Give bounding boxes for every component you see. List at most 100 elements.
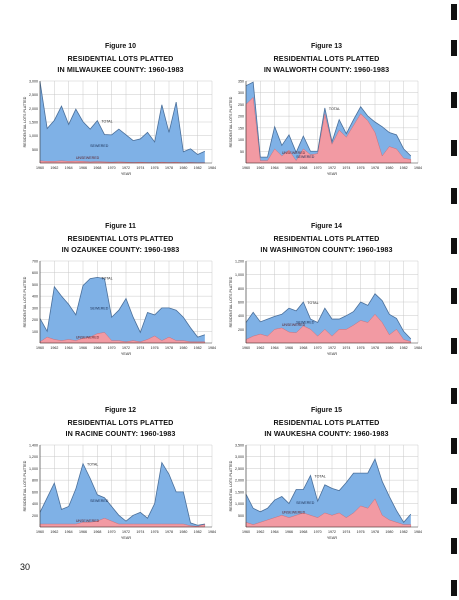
unsewered-area bbox=[245, 313, 412, 344]
x-tick-label: 1982 bbox=[400, 530, 408, 534]
y-axis-label: RESIDENTIAL LOTS PLATTED bbox=[23, 96, 27, 147]
x-tick-label: 1964 bbox=[65, 346, 73, 350]
chart-svg: 50 100 150 200 250 300 350 1960 1962 1964 1966 1968… bbox=[229, 80, 422, 177]
x-tick-label: 1962 bbox=[256, 346, 264, 350]
total-annotation: TOTAL bbox=[87, 463, 98, 467]
chart-title-line1: RESIDENTIAL LOTS PLATTED bbox=[67, 54, 174, 63]
x-tick-label: 1978 bbox=[165, 166, 173, 170]
y-tick-label: 1,200 bbox=[235, 260, 244, 264]
y-tick-label: 500 bbox=[238, 514, 244, 518]
x-tick-label: 1968 bbox=[299, 530, 307, 534]
x-tick-label: 1970 bbox=[314, 166, 322, 170]
x-tick-label: 1976 bbox=[151, 530, 159, 534]
x-tick-label: 1972 bbox=[122, 166, 130, 170]
x-tick-label: 1970 bbox=[108, 346, 116, 350]
x-tick-label: 1982 bbox=[194, 166, 202, 170]
x-tick-label: 1980 bbox=[179, 166, 187, 170]
x-tick-label: 1962 bbox=[50, 166, 58, 170]
sewered-annotation: SEWERED bbox=[296, 501, 315, 505]
x-tick-label: 1974 bbox=[136, 530, 144, 534]
x-tick-label: 1980 bbox=[385, 166, 393, 170]
y-tick-label: 600 bbox=[32, 490, 38, 494]
x-tick-label: 1974 bbox=[136, 346, 144, 350]
figure-label: Figure 10 bbox=[104, 43, 137, 50]
chart-svg: 500 1,000 1,500 2,000 2,500 3,000 3,500 1960 196… bbox=[229, 444, 422, 541]
x-tick-label: 1962 bbox=[50, 530, 58, 534]
x-tick-label: 1970 bbox=[314, 346, 322, 350]
unsewered-area bbox=[39, 517, 206, 528]
binder-tab bbox=[451, 338, 457, 354]
x-tick-label: 1980 bbox=[179, 346, 187, 350]
chart-title-line2: IN RACINE COUNTY: 1960-1983 bbox=[65, 429, 176, 438]
binder-tab bbox=[451, 40, 457, 56]
x-tick-label: 1984 bbox=[414, 166, 422, 170]
y-tick-label: 400 bbox=[238, 314, 244, 318]
total-line bbox=[245, 81, 412, 158]
y-tick-label: 1,200 bbox=[29, 455, 38, 459]
sewered-area bbox=[40, 277, 205, 342]
y-tick-label: 700 bbox=[32, 260, 38, 264]
x-tick-label: 1966 bbox=[285, 166, 293, 170]
x-tick-label: 1960 bbox=[36, 530, 44, 534]
x-tick-label: 1972 bbox=[328, 346, 336, 350]
x-tick-label: 1974 bbox=[342, 166, 350, 170]
y-tick-label: 300 bbox=[238, 91, 244, 95]
y-tick-label: 250 bbox=[238, 103, 244, 107]
y-tick-label: 350 bbox=[238, 80, 244, 84]
y-tick-label: 800 bbox=[32, 479, 38, 483]
total-line bbox=[245, 293, 412, 340]
chart-title-line2: IN WAUKESHA COUNTY: 1960-1983 bbox=[264, 429, 389, 438]
chart-title-line1: RESIDENTIAL LOTS PLATTED bbox=[273, 234, 380, 243]
y-axis-label: RESIDENTIAL LOTS PLATTED bbox=[229, 96, 233, 147]
x-tick-label: 1960 bbox=[242, 346, 250, 350]
total-line bbox=[39, 461, 205, 526]
x-tick-label: 1984 bbox=[414, 530, 422, 534]
chart-title-line1: RESIDENTIAL LOTS PLATTED bbox=[273, 54, 380, 63]
x-tick-label: 1966 bbox=[285, 346, 293, 350]
y-tick-label: 500 bbox=[32, 148, 38, 152]
unsewered-annotation: UNSEWERED bbox=[76, 156, 100, 160]
x-tick-label: 1976 bbox=[357, 530, 365, 534]
unsewered-area bbox=[39, 332, 206, 344]
binder-tab bbox=[451, 580, 457, 596]
x-tick-label: 1976 bbox=[357, 166, 365, 170]
x-axis-label: YEAR bbox=[327, 536, 338, 540]
unsewered-annotation: UNSEWERED bbox=[76, 336, 100, 340]
chart-svg: 200 400 600 800 1,000 1,200 1960 1962 1964 1966 19… bbox=[229, 260, 422, 357]
total-annotation: TOTAL bbox=[307, 301, 318, 305]
x-tick-label: 1962 bbox=[256, 166, 264, 170]
x-axis-label: YEAR bbox=[121, 172, 132, 176]
x-tick-label: 1970 bbox=[108, 530, 116, 534]
sewered-annotation: SEWERED bbox=[296, 155, 315, 159]
y-axis-label: RESIDENTIAL LOTS PLATTED bbox=[229, 460, 233, 511]
figure-label: Figure 13 bbox=[310, 43, 343, 50]
x-tick-label: 1968 bbox=[299, 346, 307, 350]
x-tick-label: 1960 bbox=[242, 530, 250, 534]
chart-svg: 100 200 300 400 500 600 700 1960 1962 1964 1966 196… bbox=[23, 260, 216, 357]
y-tick-label: 2,000 bbox=[29, 107, 38, 111]
x-tick-label: 1984 bbox=[208, 530, 216, 534]
x-axis-label: YEAR bbox=[121, 536, 132, 540]
total-annotation: TOTAL bbox=[315, 474, 326, 478]
binder-tab bbox=[451, 538, 457, 554]
sewered-area bbox=[40, 81, 205, 163]
sewered-area bbox=[246, 293, 411, 342]
x-tick-label: 1972 bbox=[122, 530, 130, 534]
chart-panel-walworth: Figure 13 RESIDENTIAL LOTS PLATTED IN WA… bbox=[224, 42, 429, 185]
y-tick-label: 200 bbox=[32, 318, 38, 322]
x-tick-label: 1982 bbox=[194, 346, 202, 350]
binder-tab bbox=[451, 4, 457, 20]
x-tick-label: 1970 bbox=[108, 166, 116, 170]
unsewered-area bbox=[39, 160, 206, 164]
sewered-area bbox=[246, 82, 411, 161]
y-tick-label: 800 bbox=[238, 287, 244, 291]
y-tick-label: 3,000 bbox=[29, 80, 38, 84]
figure-label: Figure 11 bbox=[105, 223, 136, 230]
x-tick-label: 1974 bbox=[342, 530, 350, 534]
y-tick-label: 1,000 bbox=[29, 467, 38, 471]
binder-tab bbox=[451, 438, 457, 454]
y-tick-label: 1,500 bbox=[235, 490, 244, 494]
x-tick-label: 1966 bbox=[79, 346, 87, 350]
binder-tab bbox=[451, 238, 457, 254]
y-tick-label: 3,500 bbox=[235, 444, 244, 448]
